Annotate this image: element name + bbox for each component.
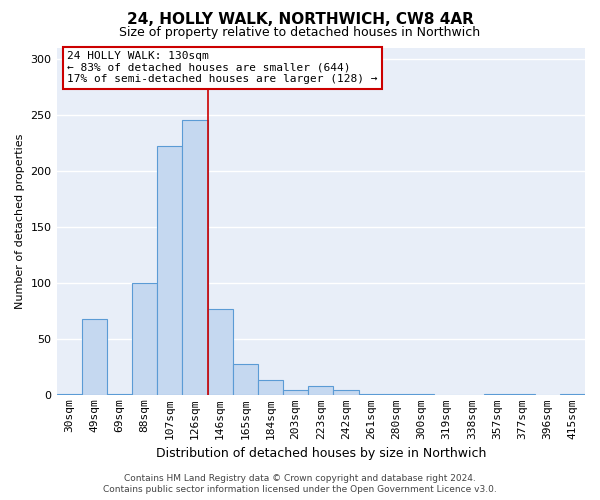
Bar [182,120,208,396]
Bar [56,394,82,396]
Bar [484,394,509,396]
Bar [334,390,359,396]
Text: Size of property relative to detached houses in Northwich: Size of property relative to detached ho… [119,26,481,39]
Bar [82,319,107,396]
Bar [258,380,283,396]
Bar [509,394,535,396]
Text: 24 HOLLY WALK: 130sqm
← 83% of detached houses are smaller (644)
17% of semi-det: 24 HOLLY WALK: 130sqm ← 83% of detached … [67,51,377,84]
Bar [409,394,434,396]
Bar [208,309,233,396]
Bar [283,390,308,396]
Y-axis label: Number of detached properties: Number of detached properties [15,134,25,309]
Bar [383,394,409,396]
Bar [157,146,182,396]
Bar [233,364,258,396]
Text: Contains HM Land Registry data © Crown copyright and database right 2024.
Contai: Contains HM Land Registry data © Crown c… [103,474,497,494]
Bar [308,386,334,396]
Bar [560,394,585,396]
Bar [132,283,157,396]
X-axis label: Distribution of detached houses by size in Northwich: Distribution of detached houses by size … [155,447,486,460]
Bar [359,394,383,396]
Text: 24, HOLLY WALK, NORTHWICH, CW8 4AR: 24, HOLLY WALK, NORTHWICH, CW8 4AR [127,12,473,28]
Bar [107,394,132,396]
